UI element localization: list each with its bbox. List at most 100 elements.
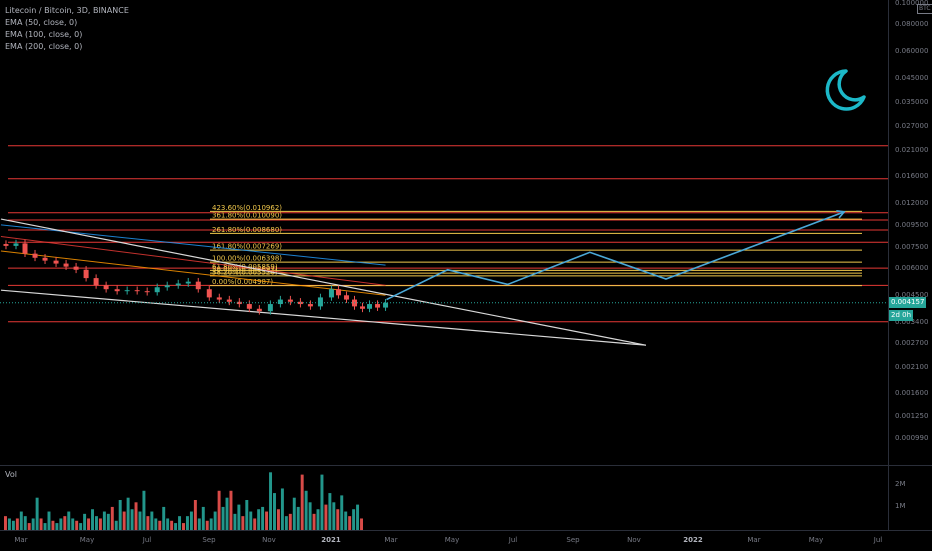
volume-bar bbox=[23, 516, 27, 530]
ema-200-legend[interactable]: EMA (200, close, 0) bbox=[5, 42, 83, 51]
volume-bar bbox=[197, 518, 201, 530]
volume-bar bbox=[328, 493, 332, 530]
volume-bar bbox=[51, 520, 55, 530]
volume-bar bbox=[174, 523, 178, 530]
volume-bar bbox=[178, 516, 182, 530]
volume-bar bbox=[170, 520, 174, 530]
candle-body bbox=[73, 266, 79, 270]
bar-countdown-tag: 2d 0h bbox=[889, 309, 914, 321]
volume-bar bbox=[269, 472, 273, 530]
candle-body bbox=[277, 299, 283, 305]
candle-body bbox=[93, 278, 99, 286]
chart-legend: Litecoin / Bitcoin, 3D, BINANCE EMA (50,… bbox=[5, 5, 129, 53]
volume-bar bbox=[182, 523, 185, 530]
price-tick: 0.001600 bbox=[895, 388, 929, 397]
volume-bar bbox=[229, 490, 233, 530]
ema-50-legend[interactable]: EMA (50, close, 0) bbox=[5, 18, 78, 27]
candle-body bbox=[185, 281, 191, 284]
volume-bar bbox=[273, 493, 276, 530]
current-price-tag: 0.004157 bbox=[889, 296, 927, 308]
candle-body bbox=[32, 253, 38, 258]
volume-bar bbox=[110, 506, 114, 530]
volume-bar bbox=[31, 518, 35, 530]
volume-bar bbox=[245, 500, 249, 530]
price-axis[interactable]: BTC 0.100000 0.080000 0.060000 0.045000 0.03… bbox=[888, 0, 932, 465]
price-chart-pane[interactable]: 423.60%(0.010962) 361.80%(0.010090) 261.80… bbox=[0, 0, 888, 465]
volume-bar bbox=[360, 518, 363, 530]
price-tick: 0.000990 bbox=[895, 434, 929, 443]
volume-bar bbox=[233, 513, 237, 530]
volume-bar bbox=[336, 509, 340, 530]
volume-bar bbox=[253, 518, 257, 530]
candle-body bbox=[13, 243, 19, 246]
price-chart-canvas[interactable]: 423.60%(0.010962)361.80%(0.010090) 261.80… bbox=[0, 0, 888, 465]
time-axis[interactable]: Mar May Jul Sep Nov 2021 Mar May Jul Sep Nov 2022 Ma… bbox=[0, 530, 932, 551]
volume-bar bbox=[316, 509, 320, 530]
volume-label[interactable]: Vol bbox=[5, 470, 17, 479]
candle-body bbox=[22, 243, 28, 254]
fib-level-label: 38.20%(0.005526) bbox=[212, 268, 278, 276]
candle-body bbox=[144, 291, 150, 293]
volume-bar bbox=[134, 502, 138, 530]
candle-body bbox=[42, 257, 48, 261]
volume-bar bbox=[126, 497, 130, 530]
time-tick: Jul bbox=[508, 536, 518, 544]
volume-bar bbox=[150, 511, 154, 530]
candle-body bbox=[360, 306, 366, 309]
volume-axis[interactable]: 2M 1M bbox=[888, 466, 932, 530]
candle-body bbox=[134, 290, 140, 292]
pane-divider[interactable] bbox=[0, 465, 932, 466]
volume-bar bbox=[67, 511, 71, 530]
volume-bar bbox=[201, 506, 205, 530]
volume-pane[interactable]: Vol bbox=[0, 466, 888, 530]
candle-body bbox=[375, 304, 381, 308]
volume-bar bbox=[27, 523, 31, 530]
time-tick: Mar bbox=[747, 536, 761, 544]
time-tick: Nov bbox=[262, 536, 276, 544]
price-tick: 0.001250 bbox=[895, 412, 929, 421]
volume-bar bbox=[344, 511, 348, 530]
volume-bar bbox=[304, 490, 308, 530]
candle-body bbox=[3, 244, 9, 246]
volume-bar bbox=[154, 518, 158, 530]
price-tick: 0.002700 bbox=[895, 339, 929, 348]
price-tick: 0.006000 bbox=[895, 264, 929, 273]
time-tick: Jul bbox=[142, 536, 152, 544]
fib-level-label: 0.00%(0.004987) bbox=[212, 278, 273, 286]
price-tick: 0.007500 bbox=[895, 243, 929, 252]
volume-bar bbox=[59, 518, 63, 530]
time-tick: Nov bbox=[627, 536, 641, 544]
candle-body bbox=[175, 283, 181, 286]
volume-bar bbox=[130, 509, 134, 530]
candle-body bbox=[267, 304, 273, 312]
candle-body bbox=[164, 285, 170, 288]
time-tick: 2022 bbox=[683, 536, 703, 544]
time-tick: Jul bbox=[873, 536, 883, 544]
ema-100-legend[interactable]: EMA (100, close, 0) bbox=[5, 30, 83, 39]
volume-bar bbox=[118, 500, 122, 530]
ema-line bbox=[0, 235, 386, 286]
trendline-lower bbox=[0, 289, 646, 346]
symbol-title[interactable]: Litecoin / Bitcoin, 3D, BINANCE bbox=[5, 6, 129, 15]
volume-bar bbox=[352, 509, 356, 530]
volume-bar bbox=[43, 523, 47, 530]
candle-body bbox=[63, 263, 69, 267]
price-tick: 0.004500 bbox=[895, 291, 929, 300]
volume-bar bbox=[288, 513, 292, 530]
volume-bar bbox=[280, 488, 284, 530]
time-tick: May bbox=[79, 536, 95, 544]
price-tick: 0.003400 bbox=[895, 317, 929, 326]
volume-bar bbox=[221, 506, 225, 530]
candle-body bbox=[317, 297, 323, 307]
volume-bar bbox=[146, 516, 150, 530]
ema-line bbox=[0, 250, 386, 296]
volume-bar bbox=[225, 497, 229, 530]
volume-bar bbox=[7, 518, 11, 530]
price-tick: 0.002100 bbox=[895, 363, 929, 372]
volume-bar bbox=[166, 518, 170, 530]
volume-bar bbox=[348, 516, 352, 530]
volume-bar bbox=[193, 500, 197, 530]
volume-tick: 2M bbox=[895, 480, 906, 488]
volume-bar bbox=[276, 509, 280, 530]
volume-bar bbox=[4, 516, 7, 530]
